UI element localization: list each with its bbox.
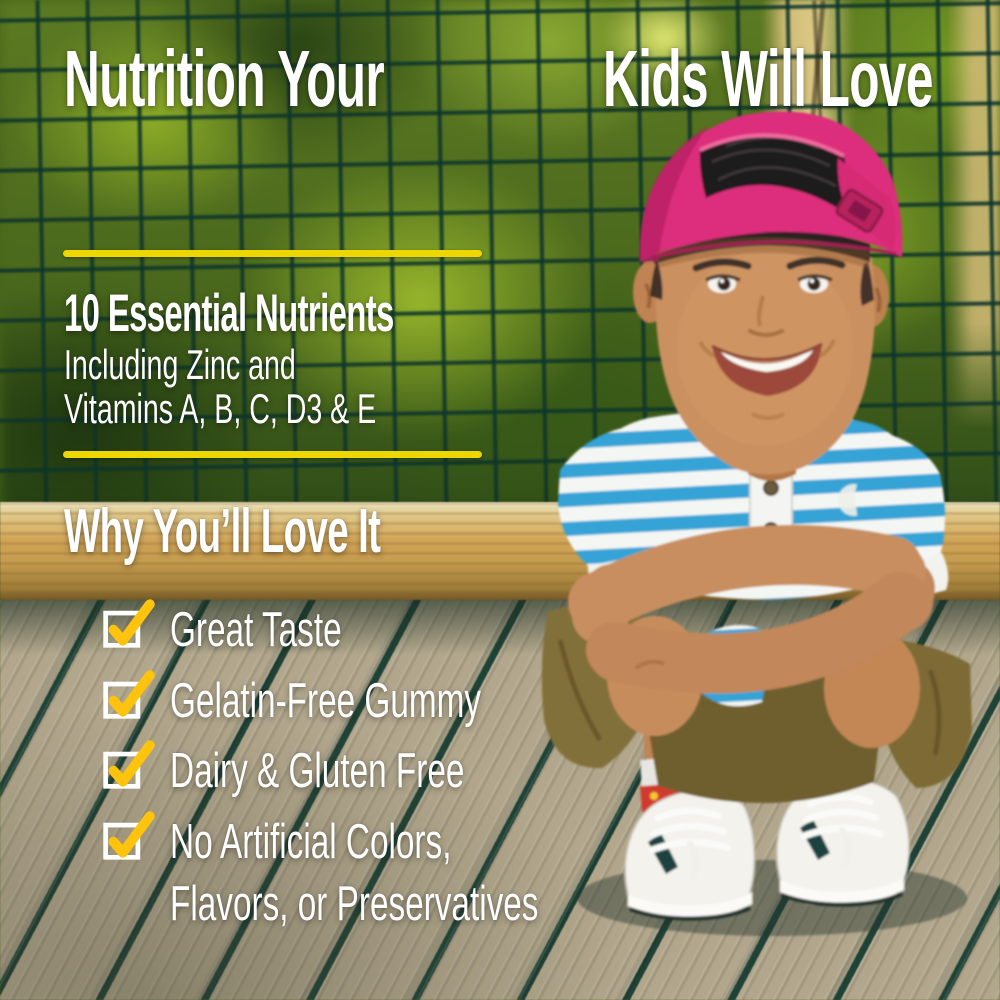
checklist-item-label: Gelatin-Free Gummy [170, 674, 482, 728]
checklist-item: Great Taste [102, 599, 662, 672]
headline-line1: Nutrition Your [64, 34, 385, 123]
nutrients-subtext: Including Zinc and Vitamins A, B, C, D3 … [64, 343, 523, 431]
benefits-heading: Why You’ll Love It [64, 501, 574, 563]
checkbox-checked-icon [103, 811, 155, 860]
checkbox-checked-icon [103, 599, 155, 648]
nutrients-heading-text: 10 Essential Nutrients [64, 284, 394, 343]
nutrients-heading: 10 Essential Nutrients [64, 287, 596, 340]
headline: Nutrition Your Kids Will Love [64, 36, 1000, 121]
checkbox-checked-icon [103, 740, 155, 789]
checklist-item-label: Dairy & Gluten Free [170, 744, 465, 798]
checklist-item-label: Great Taste [170, 603, 342, 657]
benefits-heading-text: Why You’ll Love It [64, 497, 381, 566]
benefits-checklist: Great Taste Gelatin-Free Gummy Dairy & G… [102, 599, 662, 968]
checklist-item: Gelatin-Free Gummy [102, 670, 662, 743]
checklist-item-label: No Artificial Colors, [170, 815, 452, 869]
checklist-item: Dairy & Gluten Free [102, 740, 662, 813]
nutrients-subline2: Vitamins A, B, C, D3 & E [64, 385, 377, 432]
yellow-divider-top [63, 250, 482, 257]
headline-line2: Kids Will Love [602, 34, 933, 123]
checklist-item: No Artificial Colors, Flavors, or Preser… [102, 811, 662, 931]
checkbox-checked-icon [103, 670, 155, 719]
nutrients-subline1: Including Zinc and [64, 341, 296, 388]
checklist-item-label-line2: Flavors, or Preservatives [170, 877, 539, 931]
yellow-divider-bottom [63, 451, 482, 458]
